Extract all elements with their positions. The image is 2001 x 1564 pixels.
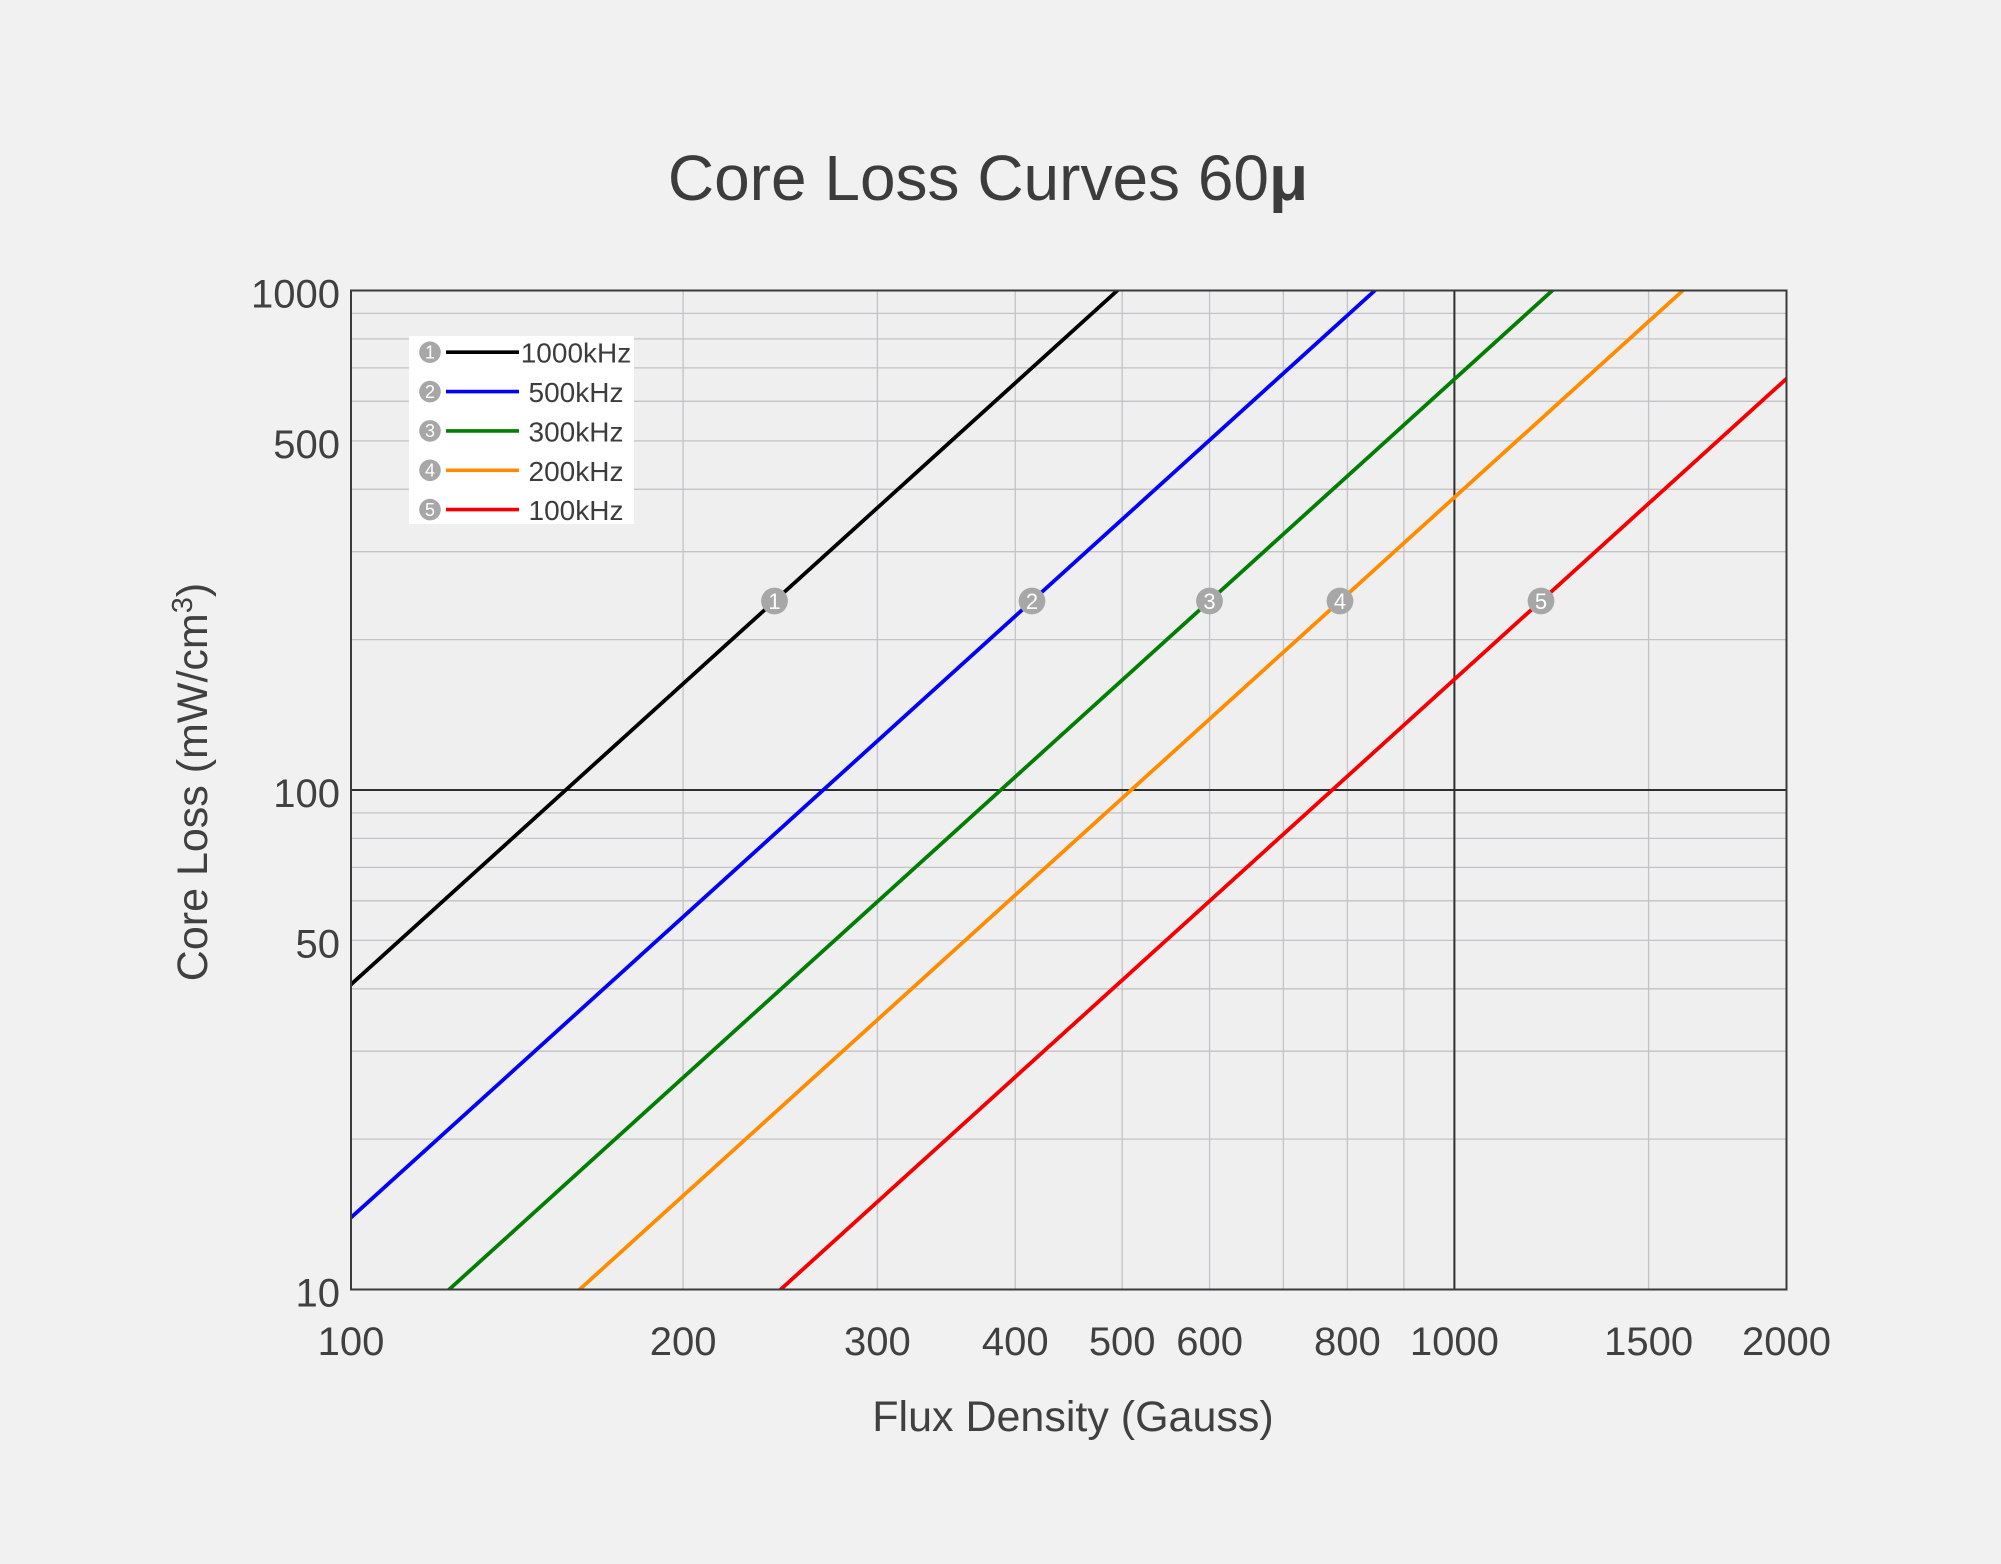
svg-text:4: 4	[1334, 589, 1346, 614]
svg-text:4: 4	[425, 461, 435, 481]
svg-text:3: 3	[1203, 589, 1215, 614]
svg-text:500: 500	[273, 423, 340, 467]
svg-text:Flux Density (Gauss): Flux Density (Gauss)	[872, 1393, 1273, 1441]
svg-text:Core Loss Curves 60μ: Core Loss Curves 60μ	[668, 142, 1308, 214]
svg-text:5: 5	[425, 500, 435, 520]
svg-text:300: 300	[844, 1320, 911, 1364]
svg-text:1500: 1500	[1604, 1320, 1693, 1364]
svg-text:1000kHz: 1000kHz	[521, 338, 632, 369]
svg-text:200kHz: 200kHz	[529, 456, 624, 487]
svg-text:5: 5	[1535, 589, 1547, 614]
svg-text:2000: 2000	[1742, 1320, 1831, 1364]
svg-text:2: 2	[1026, 589, 1038, 614]
svg-text:100: 100	[318, 1320, 385, 1364]
svg-text:10: 10	[296, 1272, 341, 1316]
svg-text:Core Loss (mW/cm3): Core Loss (mW/cm3)	[167, 583, 217, 981]
svg-text:500kHz: 500kHz	[529, 377, 624, 408]
svg-text:2: 2	[425, 382, 435, 402]
svg-text:50: 50	[296, 922, 341, 966]
svg-text:800: 800	[1314, 1320, 1381, 1364]
svg-text:1: 1	[425, 343, 435, 363]
svg-text:1: 1	[768, 589, 780, 614]
svg-text:400: 400	[982, 1320, 1049, 1364]
svg-text:100: 100	[273, 772, 340, 816]
svg-text:200: 200	[650, 1320, 717, 1364]
svg-text:300kHz: 300kHz	[529, 416, 624, 447]
svg-text:100kHz: 100kHz	[529, 495, 624, 526]
svg-text:1000: 1000	[251, 273, 340, 317]
svg-text:3: 3	[425, 421, 435, 441]
svg-text:500: 500	[1089, 1320, 1156, 1364]
svg-text:600: 600	[1176, 1320, 1243, 1364]
svg-text:1000: 1000	[1410, 1320, 1499, 1364]
